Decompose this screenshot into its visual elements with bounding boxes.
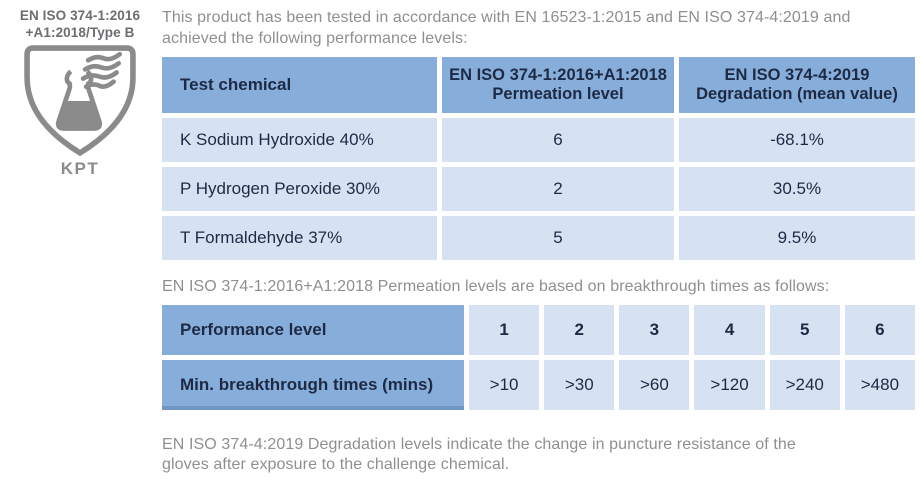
time-cell: >10 [469, 359, 540, 410]
badge-kpt-label: KPT [60, 159, 100, 178]
header-permeation-level: EN ISO 374-1:2016+A1:2018 Permeation lev… [442, 57, 674, 113]
table-cell-permeation: 5 [442, 216, 674, 260]
table-cell-chemical: T Formaldehyde 37% [162, 216, 437, 260]
level-cell: 5 [769, 304, 840, 355]
intro-line2: achieved the following performance level… [162, 29, 468, 47]
badge-title-line2: +A1:2018/Type B [25, 24, 135, 40]
level-cell: 1 [469, 304, 540, 355]
header-test-chemical-label: Test chemical [180, 75, 292, 94]
header-breakthrough-times: Min. breakthrough times (mins) [162, 359, 464, 410]
table-cell-permeation: 6 [442, 118, 674, 162]
degradation-note: EN ISO 374-4:2019 Degradation levels ind… [162, 435, 915, 476]
permeation-note: EN ISO 374-1:2016+A1:2018 Permeation lev… [162, 278, 830, 295]
degradation-note-line2: gloves after exposure to the challenge c… [162, 456, 510, 473]
header-degradation: EN ISO 374-4:2019 Degradation (mean valu… [679, 57, 915, 113]
time-cell: >120 [694, 359, 765, 410]
header-permeation-label: EN ISO 374-1:2016+A1:2018 Permeation lev… [449, 66, 667, 103]
breakthrough-times-table: Performance level 1 2 3 4 5 6 Min. break… [162, 304, 915, 410]
level-cell: 4 [694, 304, 765, 355]
level-cell: 6 [844, 304, 915, 355]
time-cell: >480 [844, 359, 915, 410]
level-cell: 2 [544, 304, 615, 355]
badge-title-line1: EN ISO 374-1:2016 [19, 8, 141, 23]
level-cell: 3 [619, 304, 690, 355]
table-cell-degradation: 9.5% [679, 216, 915, 260]
table-cell-chemical: K Sodium Hydroxide 40% [162, 118, 437, 162]
header-test-chemical: Test chemical [162, 57, 437, 113]
header-degradation-label: EN ISO 374-4:2019 Degradation (mean valu… [696, 66, 898, 103]
time-cell: >240 [769, 359, 840, 410]
table-cell-degradation: 30.5% [679, 167, 915, 211]
time-cell: >60 [619, 359, 690, 410]
chemical-hazard-flask-shield-icon [23, 45, 137, 162]
permeation-degradation-table: Test chemical EN ISO 374-1:2016+A1:2018 … [162, 57, 915, 260]
intro-line1: This product has been tested in accordan… [162, 9, 851, 26]
intro-text: This product has been tested in accordan… [162, 8, 915, 49]
table-cell-degradation: -68.1% [679, 118, 915, 162]
table-cell-chemical: P Hydrogen Peroxide 30% [162, 167, 437, 211]
badge-title: EN ISO 374-1:2016 +A1:2018/Type B [20, 8, 140, 41]
degradation-note-line1: EN ISO 374-4:2019 Degradation levels ind… [162, 435, 796, 453]
content-column: This product has been tested in accordan… [162, 8, 915, 482]
table-cell-permeation: 2 [442, 167, 674, 211]
header-performance-level: Performance level [162, 304, 464, 355]
certification-badge: EN ISO 374-1:2016 +A1:2018/Type B KP [5, 8, 155, 482]
time-cell: >30 [544, 359, 615, 410]
